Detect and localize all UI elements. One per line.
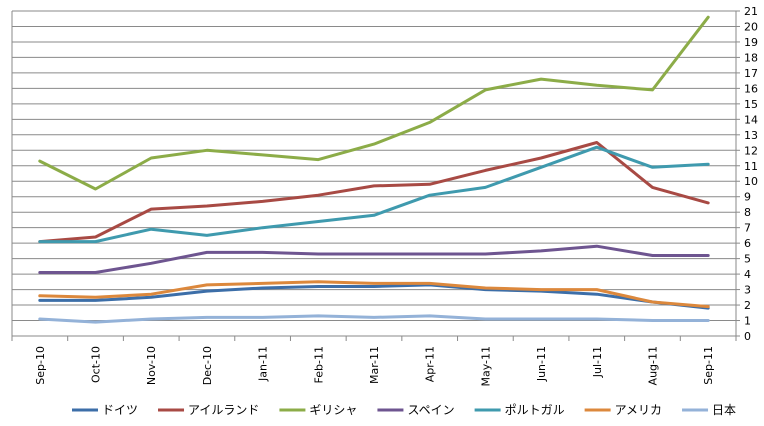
legend-label: ギリシャ — [309, 403, 357, 417]
y-tick-label: 4 — [744, 268, 751, 281]
y-tick-label: 21 — [744, 5, 758, 18]
x-tick-label: Nov-10 — [145, 346, 158, 385]
y-tick-label: 20 — [744, 20, 758, 33]
y-tick-label: 13 — [744, 129, 758, 142]
y-tick-label: 10 — [744, 175, 758, 188]
legend-item-3: スペイン — [377, 403, 455, 417]
y-tick-label: 15 — [744, 98, 758, 111]
y-tick-label: 6 — [744, 237, 751, 250]
series-line-1 — [38, 141, 710, 244]
y-tick-label: 5 — [744, 253, 751, 266]
x-tick-label: May-11 — [479, 346, 492, 387]
legend-item-4: ポルトガル — [474, 403, 565, 417]
legend: ドイツ アイルランド ギリシャ スペイン ポルトガル アメリカ 日本 — [72, 403, 736, 417]
series-line-5 — [38, 280, 710, 309]
y-tick-label: 11 — [744, 160, 758, 173]
legend-label: アメリカ — [615, 403, 662, 417]
series-lines — [38, 15, 710, 324]
x-tick-label: Jan-11 — [257, 346, 270, 382]
x-tick-label: Feb-11 — [312, 346, 325, 383]
x-tick-label: Jul-11 — [591, 346, 604, 378]
series-line-3 — [38, 244, 710, 274]
series-line-2 — [38, 15, 710, 191]
x-tick-label: Oct-10 — [90, 346, 103, 383]
x-tick-label: Aug-11 — [646, 346, 659, 385]
legend-item-1: アイルランド — [158, 403, 259, 417]
legend-item-0: ドイツ — [72, 403, 138, 417]
y-tick-label: 16 — [744, 82, 758, 95]
y-tick-label: 12 — [744, 144, 758, 157]
y-tick-label: 18 — [744, 51, 758, 64]
x-tick-label: Dec-10 — [201, 346, 214, 385]
y-tick-label: 0 — [744, 330, 751, 343]
y-tick-label: 19 — [744, 36, 758, 49]
y-tick-label: 9 — [744, 191, 751, 204]
y-tick-label: 2 — [744, 299, 751, 312]
y-tick-label: 7 — [744, 222, 751, 235]
x-tick-label: Mar-11 — [368, 346, 381, 384]
legend-label: アイルランド — [188, 403, 259, 417]
gridlines — [12, 10, 736, 322]
series-line-0 — [38, 283, 710, 310]
series-line-4 — [38, 145, 710, 244]
y-tick-label: 14 — [744, 113, 758, 126]
legend-item-2: ギリシャ — [279, 403, 357, 417]
x-tick-label: Jun-11 — [535, 346, 548, 382]
legend-item-6: 日本 — [682, 403, 736, 417]
legend-label: ポルトガル — [505, 403, 565, 417]
axes — [11, 10, 740, 341]
legend-label: ドイツ — [102, 403, 138, 417]
series-line-6 — [38, 314, 710, 324]
x-axis-tick-labels: Sep-10 Oct-10 Nov-10 Dec-10 Jan-11 Feb-11 Mar-… — [34, 346, 715, 387]
y-tick-label: 3 — [744, 284, 751, 297]
x-tick-label: Sep-11 — [702, 346, 715, 385]
legend-label: スペイン — [407, 403, 454, 417]
legend-label: 日本 — [712, 403, 736, 417]
x-tick-label: Sep-10 — [34, 346, 47, 385]
y-tick-label: 1 — [744, 315, 751, 328]
y-tick-label: 17 — [744, 67, 758, 80]
x-tick-label: Apr-11 — [424, 346, 437, 382]
y-tick-label: 8 — [744, 206, 751, 219]
legend-item-5: アメリカ — [584, 403, 662, 417]
